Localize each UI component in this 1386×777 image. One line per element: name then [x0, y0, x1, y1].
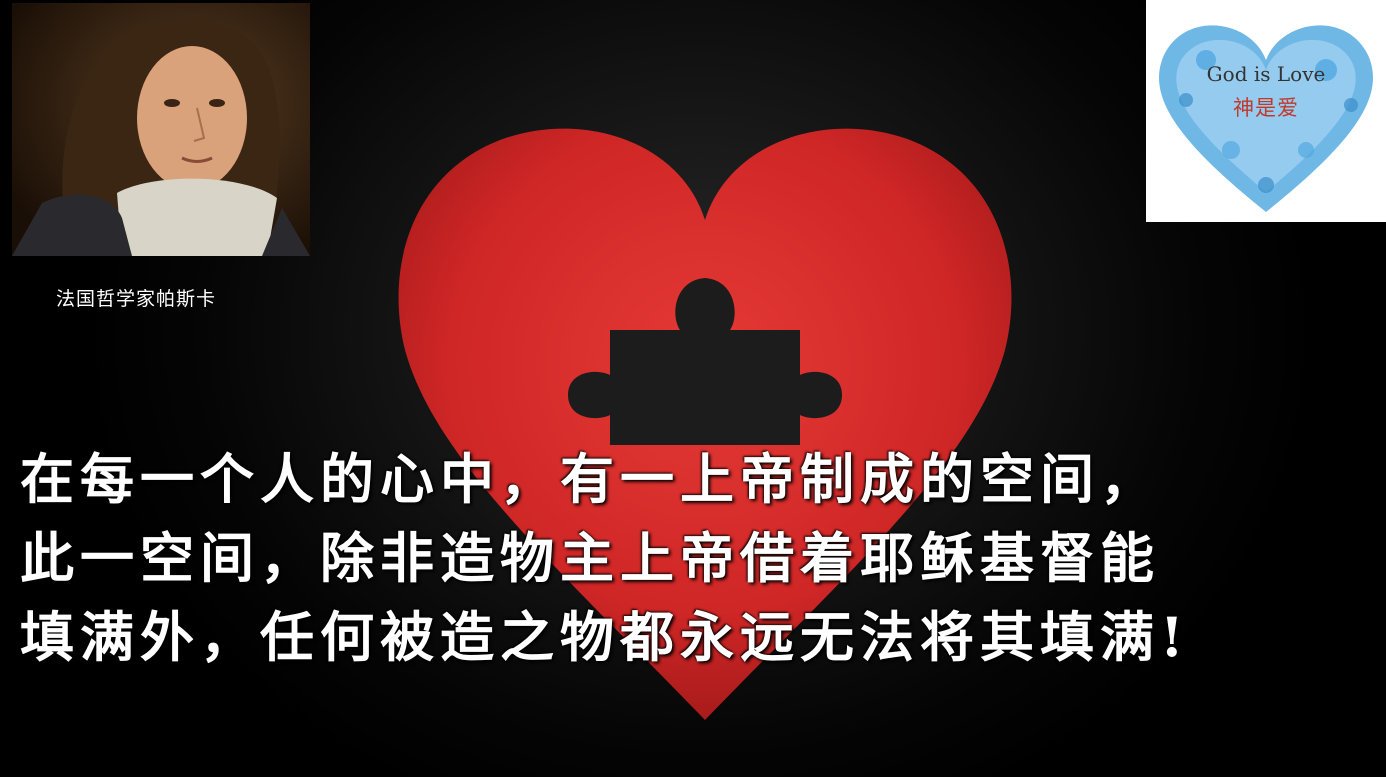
love-title-cn: 神是爱 [1233, 96, 1299, 120]
blue-heart-icon [1159, 25, 1373, 213]
quote-line-3: 填满外，任何被造之物都永远无法将其填满! [20, 605, 1190, 669]
portrait-image [12, 3, 310, 256]
portrait-icon [12, 3, 310, 256]
puzzle-heart-image [380, 100, 1030, 740]
heart-icon [398, 128, 1012, 721]
quote-line-2: 此一空间，除非造物主上帝借着耶稣基督能 [20, 526, 1160, 590]
quote-text: 在每一个人的心中，有一上帝制成的空间， 此一空间，除非造物主上帝借着耶稣基督能 … [20, 440, 1380, 677]
quote-line-1: 在每一个人的心中，有一上帝制成的空间， [20, 447, 1160, 511]
god-is-love-card: God is Love 神是爱 [1146, 0, 1386, 222]
portrait-caption: 法国哲学家帕斯卡 [56, 288, 217, 310]
love-title-en: God is Love [1206, 62, 1326, 86]
